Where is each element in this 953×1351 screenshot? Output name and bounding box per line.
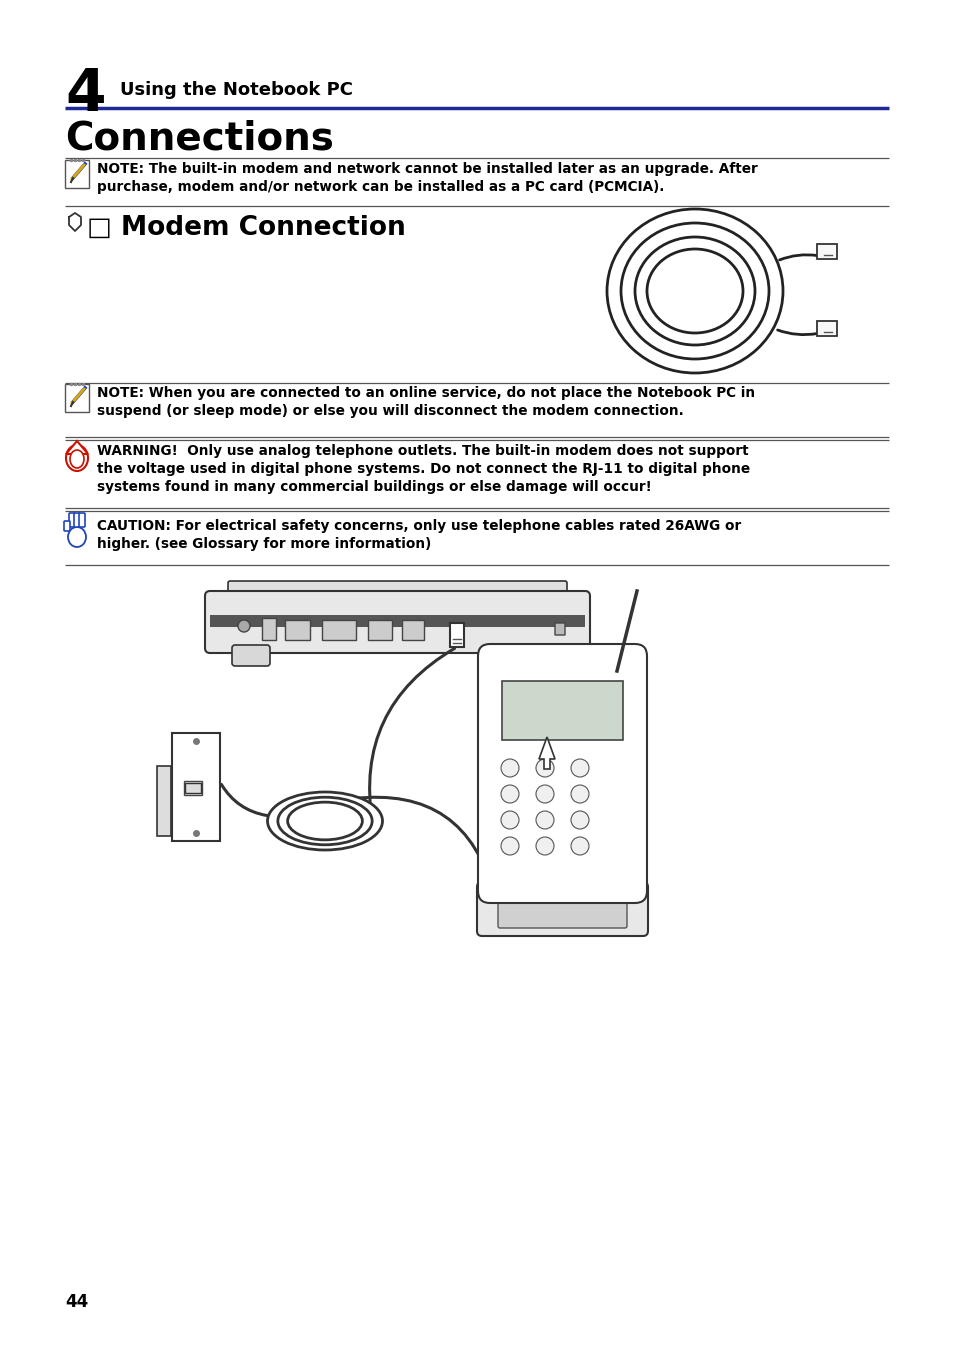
FancyBboxPatch shape [285,620,310,640]
Circle shape [536,759,554,777]
Ellipse shape [277,797,372,844]
FancyBboxPatch shape [555,623,564,635]
Text: □ Modem Connection: □ Modem Connection [87,215,405,240]
Text: 4: 4 [65,66,106,123]
FancyBboxPatch shape [74,513,80,527]
Ellipse shape [606,209,782,373]
Circle shape [571,838,588,855]
Ellipse shape [620,223,768,359]
Circle shape [536,811,554,830]
Circle shape [571,759,588,777]
FancyBboxPatch shape [172,734,220,842]
Ellipse shape [68,527,86,547]
Text: higher. (see Glossary for more information): higher. (see Glossary for more informati… [97,536,431,551]
FancyBboxPatch shape [232,644,270,666]
Text: CAUTION: For electrical safety concerns, only use telephone cables rated 26AWG o: CAUTION: For electrical safety concerns,… [97,519,740,534]
FancyBboxPatch shape [64,521,70,531]
FancyBboxPatch shape [185,784,201,793]
Text: the voltage used in digital phone systems. Do not connect the RJ-11 to digital p: the voltage used in digital phone system… [97,462,749,476]
FancyBboxPatch shape [476,882,647,936]
FancyBboxPatch shape [184,781,202,794]
FancyBboxPatch shape [450,623,463,647]
Circle shape [500,838,518,855]
FancyBboxPatch shape [262,617,275,640]
Circle shape [571,785,588,802]
FancyBboxPatch shape [816,245,836,259]
FancyBboxPatch shape [526,644,564,666]
Circle shape [536,785,554,802]
Ellipse shape [287,802,362,840]
Text: 44: 44 [65,1293,89,1310]
FancyBboxPatch shape [322,620,355,640]
Polygon shape [66,440,88,454]
Circle shape [500,785,518,802]
Text: suspend (or sleep mode) or else you will disconnect the modem connection.: suspend (or sleep mode) or else you will… [97,404,683,417]
Circle shape [536,838,554,855]
Text: NOTE: When you are connected to an online service, do not place the Notebook PC : NOTE: When you are connected to an onlin… [97,386,755,400]
FancyBboxPatch shape [65,384,89,412]
Circle shape [571,811,588,830]
FancyBboxPatch shape [69,513,75,527]
FancyBboxPatch shape [401,620,423,640]
Text: Using the Notebook PC: Using the Notebook PC [120,81,353,99]
Ellipse shape [66,444,88,471]
Text: WARNING!  Only use analog telephone outlets. The built-in modem does not support: WARNING! Only use analog telephone outle… [97,444,748,458]
FancyBboxPatch shape [65,159,89,188]
Ellipse shape [70,450,84,467]
Ellipse shape [267,792,382,850]
Circle shape [500,759,518,777]
FancyBboxPatch shape [228,581,566,598]
FancyBboxPatch shape [205,590,589,653]
Circle shape [237,620,250,632]
Text: systems found in many commercial buildings or else damage will occur!: systems found in many commercial buildin… [97,480,651,494]
FancyBboxPatch shape [501,681,622,740]
Text: Connections: Connections [65,119,334,157]
Ellipse shape [646,249,742,332]
FancyBboxPatch shape [157,766,171,836]
Text: purchase, modem and/or network can be installed as a PC card (PCMCIA).: purchase, modem and/or network can be in… [97,180,663,195]
FancyBboxPatch shape [368,620,392,640]
Text: NOTE: The built-in modem and network cannot be installed later as an upgrade. Af: NOTE: The built-in modem and network can… [97,162,757,176]
FancyBboxPatch shape [816,322,836,336]
Circle shape [500,811,518,830]
FancyBboxPatch shape [210,615,584,627]
FancyBboxPatch shape [79,513,85,527]
Ellipse shape [635,236,754,345]
FancyBboxPatch shape [497,894,626,928]
FancyBboxPatch shape [477,644,646,902]
Polygon shape [538,738,555,769]
